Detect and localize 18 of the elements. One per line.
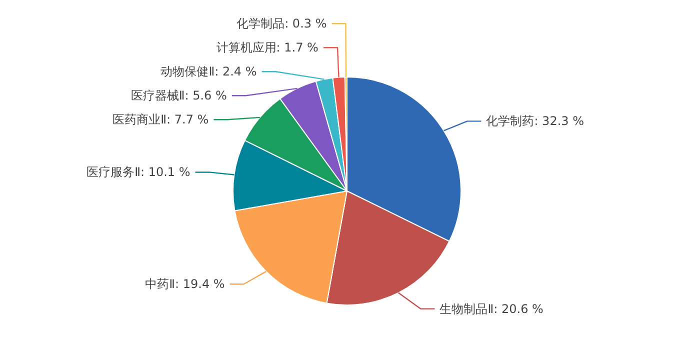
slice-label: 计算机应用: [216, 40, 276, 55]
data-label: : 7.7 %: [166, 112, 209, 127]
slice-label: 生物制品Ⅱ: [440, 302, 494, 316]
slice-label: 化学制品: [236, 16, 285, 31]
data-label: : 20.6 %: [494, 302, 544, 316]
slice-label: 化学制药: [486, 114, 534, 128]
slice-label: 中药Ⅱ: [145, 277, 176, 292]
slice-label: 医疗器械Ⅱ: [130, 88, 185, 103]
data-label: : 10.1 %: [140, 165, 190, 180]
data-label: : 2.4 %: [214, 64, 257, 79]
slice-label: 医疗服务Ⅱ: [86, 165, 140, 180]
slice-label: 医药商业Ⅱ: [112, 112, 167, 127]
data-label: : 32.3 %: [534, 114, 584, 128]
data-label: : 1.7 %: [276, 40, 318, 55]
slice-label: 动物保健Ⅱ: [160, 64, 215, 79]
data-label: : 19.4 %: [175, 277, 225, 292]
data-label: : 5.6 %: [184, 88, 227, 103]
data-label: : 0.3 %: [284, 16, 327, 31]
